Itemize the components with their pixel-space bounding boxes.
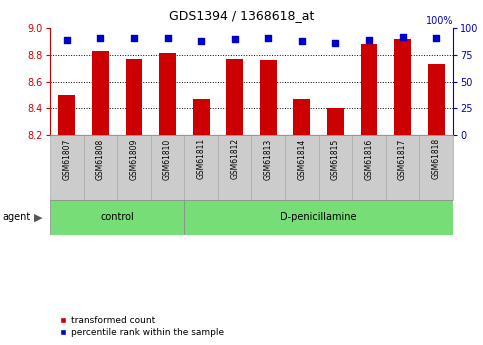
Bar [151, 135, 185, 200]
Bar [327, 108, 344, 135]
Bar [92, 51, 109, 135]
Bar [50, 135, 84, 200]
Point [231, 36, 239, 41]
Bar [58, 95, 75, 135]
Bar [294, 99, 310, 135]
Text: GSM61809: GSM61809 [129, 138, 139, 180]
Bar [159, 53, 176, 135]
Bar [193, 99, 210, 135]
Bar [285, 135, 319, 200]
Text: GSM61813: GSM61813 [264, 138, 273, 179]
Point [365, 37, 373, 42]
Text: GSM61808: GSM61808 [96, 138, 105, 179]
Point [264, 35, 272, 40]
Text: D-penicillamine: D-penicillamine [281, 213, 357, 223]
Bar [50, 200, 185, 235]
Text: GSM61816: GSM61816 [365, 138, 373, 179]
Text: GSM61815: GSM61815 [331, 138, 340, 179]
Text: control: control [100, 213, 134, 223]
Bar [386, 135, 419, 200]
Text: ▶: ▶ [34, 213, 43, 223]
Text: GSM61814: GSM61814 [298, 138, 306, 179]
Text: GSM61811: GSM61811 [197, 138, 206, 179]
Text: GSM61818: GSM61818 [432, 138, 440, 179]
Point [399, 34, 407, 39]
Bar [394, 39, 411, 135]
Bar [428, 64, 445, 135]
Point [63, 37, 71, 42]
Text: agent: agent [2, 213, 30, 223]
Bar [352, 135, 386, 200]
Text: GDS1394 / 1368618_at: GDS1394 / 1368618_at [169, 9, 314, 22]
Bar [252, 135, 285, 200]
Point [130, 35, 138, 40]
Bar [185, 200, 453, 235]
Text: GSM61807: GSM61807 [62, 138, 71, 180]
Point [332, 40, 340, 46]
Legend: transformed count, percentile rank within the sample: transformed count, percentile rank withi… [55, 313, 227, 341]
Text: 100%: 100% [426, 16, 453, 26]
Bar [419, 135, 453, 200]
Text: GSM61812: GSM61812 [230, 138, 239, 179]
Text: GSM61817: GSM61817 [398, 138, 407, 179]
Bar [319, 135, 352, 200]
Point [432, 35, 440, 40]
Point [298, 38, 306, 43]
Bar [227, 59, 243, 135]
Bar [117, 135, 151, 200]
Point [164, 35, 171, 40]
Bar [218, 135, 252, 200]
Bar [260, 60, 277, 135]
Bar [84, 135, 117, 200]
Bar [361, 44, 377, 135]
Text: GSM61810: GSM61810 [163, 138, 172, 179]
Bar [126, 59, 142, 135]
Point [197, 38, 205, 43]
Bar [185, 135, 218, 200]
Point [97, 35, 104, 40]
